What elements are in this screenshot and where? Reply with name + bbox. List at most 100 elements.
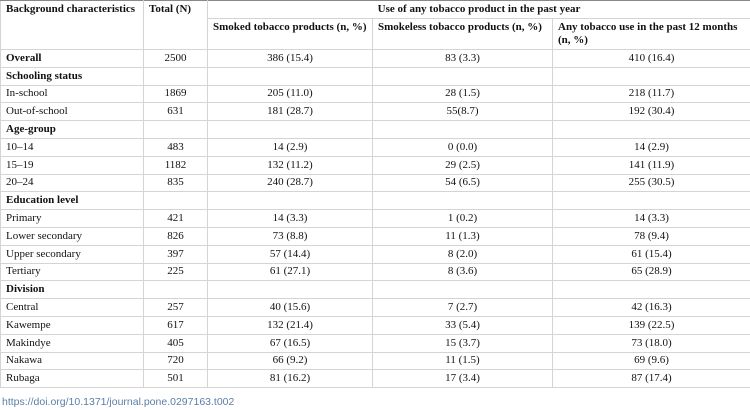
cell: 66 (9.2) [207,351,373,371]
header-cell: Smokeless tobacco products (n, %) [372,18,553,50]
section-row: Education level [0,191,750,211]
cell: 240 (28.7) [207,173,373,193]
header-cell: Any tobacco use in the past 12 months (n… [551,18,750,50]
cell [143,280,208,300]
data-row: Nakawa 720 66 (9.2) 11 (1.5) 69 (9.6) [0,351,750,371]
row-label: Tertiary [0,262,144,282]
row-label: Central [0,298,144,317]
cell: 218 (11.7) [551,84,750,104]
cell [372,120,553,139]
cell: 631 [143,102,208,122]
row-label: Rubaga [0,369,144,389]
cell: 61 (15.4) [551,244,750,264]
cell: 2500 [143,49,208,68]
cell: 617 [143,315,208,335]
cell: 28 (1.5) [372,84,553,104]
data-row: 15–19 1182 132 (11.2) 29 (2.5) 141 (11.9) [0,155,750,175]
row-label: 20–24 [0,173,144,193]
row-label: Schooling status [0,66,144,86]
cell: 1 (0.2) [372,209,553,228]
cell: 57 (14.4) [207,244,373,264]
cell: 257 [143,298,208,317]
data-row: Makindye 405 67 (16.5) 15 (3.7) 73 (18.0) [0,333,750,353]
cell [143,66,208,86]
cell: 1182 [143,155,208,175]
header-cell: Background characteristics [0,0,144,50]
row-label: Overall [0,49,144,68]
cell [551,66,750,86]
section-row: Division [0,280,750,300]
cell: 81 (16.2) [207,369,373,389]
cell: 15 (3.7) [372,333,553,353]
row-label: 15–19 [0,155,144,175]
cell [143,120,208,139]
data-row: Out-of-school 631 181 (28.7) 55(8.7) 192 (30… [0,102,750,122]
cell [551,280,750,300]
section-row: Schooling status [0,66,750,86]
data-table: Background characteristics Total (N) Use… [0,0,750,389]
cell [143,191,208,211]
cell: 65 (28.9) [551,262,750,282]
data-row: 20–24 835 240 (28.7) 54 (6.5) 255 (30.5) [0,173,750,193]
cell: 141 (11.9) [551,155,750,175]
row-label: Makindye [0,333,144,353]
cell: 421 [143,209,208,228]
cell: 132 (11.2) [207,155,373,175]
data-row: Kawempe 617 132 (21.4) 33 (5.4) 139 (22.5) [0,315,750,335]
cell: 386 (15.4) [207,49,373,68]
cell: 17 (3.4) [372,369,553,389]
cell: 181 (28.7) [207,102,373,122]
cell: 14 (3.3) [551,209,750,228]
data-row: Primary 421 14 (3.3) 1 (0.2) 14 (3.3) [0,209,750,228]
cell [372,280,553,300]
cell: 73 (18.0) [551,333,750,353]
cell: 42 (16.3) [551,298,750,317]
row-label: Age-group [0,120,144,139]
cell: 87 (17.4) [551,369,750,389]
cell: 501 [143,369,208,389]
header-cell: Smoked tobacco products (n, %) [207,18,373,50]
row-label: Primary [0,209,144,228]
cell: 67 (16.5) [207,333,373,353]
cell: 54 (6.5) [372,173,553,193]
row-label: Education level [0,191,144,211]
cell: 255 (30.5) [551,173,750,193]
cell: 78 (9.4) [551,226,750,246]
data-row: Central 257 40 (15.6) 7 (2.7) 42 (16.3) [0,298,750,317]
header-row: Background characteristics Total (N) Use… [0,0,750,50]
cell: 69 (9.6) [551,351,750,371]
cell: 55(8.7) [372,102,553,122]
section-row: Age-group [0,120,750,139]
cell: 410 (16.4) [551,49,750,68]
row-label: Upper secondary [0,244,144,264]
data-row: In-school 1869 205 (11.0) 28 (1.5) 218 (11.7… [0,84,750,104]
data-row: Rubaga 501 81 (16.2) 17 (3.4) 87 (17.4) [0,369,750,389]
cell [551,191,750,211]
row-label: Kawempe [0,315,144,335]
cell: 192 (30.4) [551,102,750,122]
cell: 397 [143,244,208,264]
cell: 483 [143,137,208,157]
cell [372,66,553,86]
cell: 14 (2.9) [551,137,750,157]
data-row: Lower secondary 826 73 (8.8) 11 (1.3) 78 (9.… [0,226,750,246]
cell: 405 [143,333,208,353]
cell [207,280,373,300]
cell: 826 [143,226,208,246]
data-row: 10–14 483 14 (2.9) 0 (0.0) 14 (2.9) [0,137,750,157]
cell: 132 (21.4) [207,315,373,335]
cell: 29 (2.5) [372,155,553,175]
row-label: In-school [0,84,144,104]
cell: 73 (8.8) [207,226,373,246]
cell: 83 (3.3) [372,49,553,68]
cell: 11 (1.3) [372,226,553,246]
data-row: Tertiary 225 61 (27.1) 8 (3.6) 65 (28.9) [0,262,750,282]
cell [207,120,373,139]
data-row: Overall 2500 386 (15.4) 83 (3.3) 410 (16.4) [0,49,750,68]
cell: 1869 [143,84,208,104]
cell: 8 (3.6) [372,262,553,282]
doi-link[interactable]: https://doi.org/10.1371/journal.pone.029… [2,396,235,409]
cell: 835 [143,173,208,193]
data-row: Upper secondary 397 57 (14.4) 8 (2.0) 61 (15… [0,244,750,264]
